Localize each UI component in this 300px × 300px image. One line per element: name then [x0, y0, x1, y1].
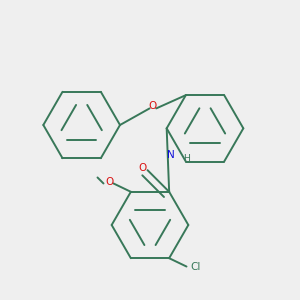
Text: O: O — [138, 164, 147, 173]
Text: Cl: Cl — [190, 262, 201, 272]
Text: H: H — [183, 154, 190, 163]
Text: N: N — [167, 150, 175, 160]
Text: O: O — [149, 101, 157, 111]
Text: O: O — [105, 178, 113, 188]
